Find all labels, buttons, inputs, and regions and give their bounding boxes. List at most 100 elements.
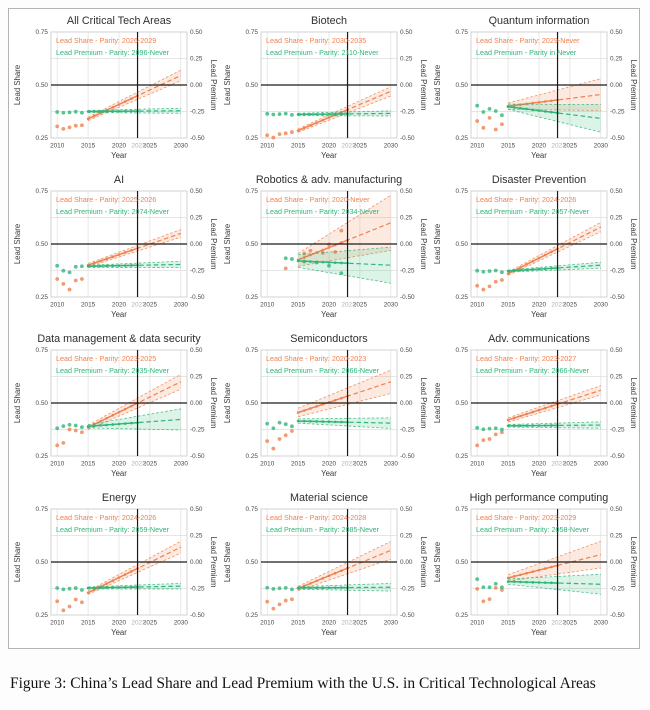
fit-marker — [117, 253, 121, 256]
y-tick-right: 0.00 — [190, 241, 203, 248]
y-tick-right: 0.50 — [610, 188, 623, 195]
y-tick-right: 0.25 — [400, 533, 413, 540]
scatter-point — [493, 581, 498, 586]
x-tick: 2020 — [322, 143, 337, 150]
scatter-point — [302, 259, 307, 264]
scatter-point — [500, 427, 504, 432]
fit-marker — [340, 112, 343, 116]
fit-marker — [296, 259, 300, 263]
x-tick: 2025 — [353, 143, 368, 150]
y-tick-right: -0.50 — [610, 135, 625, 142]
x-tick: 2030 — [384, 620, 399, 627]
fit-marker — [519, 266, 522, 269]
x-tick: 2030 — [384, 461, 399, 468]
y-tick-left: 0.50 — [456, 241, 469, 248]
x-tick: 2025 — [353, 461, 368, 468]
band-edge — [507, 394, 601, 423]
band-edge — [507, 231, 601, 276]
y-tick-left: 0.75 — [456, 29, 469, 36]
legend-premium: Lead Premium - Parity: 2059-Never — [56, 525, 170, 534]
panel-title: Material science — [290, 492, 368, 504]
x-tick: 2015 — [501, 461, 516, 468]
legend-share: Lead Share - Parity: 2025-2026 — [56, 195, 156, 204]
x-ref-tick: 2023 — [131, 620, 146, 627]
scatter-point — [80, 588, 84, 592]
y-tick-right: 0.25 — [610, 374, 623, 381]
y-tick-left: 0.75 — [36, 29, 49, 36]
y-tick-right: 0.25 — [400, 56, 413, 63]
scatter-point — [283, 422, 288, 427]
y-axis-title-left: Lead Share — [223, 65, 232, 105]
fit-marker — [525, 107, 528, 111]
scatter-point — [487, 106, 492, 111]
y-tick-right: -0.50 — [190, 612, 205, 619]
y-tick-left: 0.25 — [456, 453, 469, 460]
y-axis-title-left: Lead Share — [223, 542, 232, 582]
fit-marker — [531, 268, 535, 271]
band-edge — [508, 103, 601, 106]
scatter-point — [290, 424, 294, 429]
fit-marker — [333, 420, 337, 424]
y-tick-left: 0.25 — [36, 294, 49, 301]
x-tick: 2020 — [112, 620, 127, 627]
panel-title: All Critical Tech Areas — [67, 15, 172, 27]
x-ref-tick: 2023 — [131, 461, 146, 468]
scatter-point — [67, 427, 72, 432]
scatter-point — [55, 586, 60, 590]
scatter-point — [493, 585, 498, 590]
x-tick: 2010 — [260, 143, 275, 150]
fit-marker — [512, 106, 516, 109]
fit-marker — [86, 110, 90, 113]
scatter-point — [283, 598, 288, 603]
scatter-point — [265, 133, 270, 138]
scatter-point — [271, 426, 276, 431]
fit-marker — [111, 423, 115, 426]
scatter-point — [271, 135, 276, 140]
band-edge — [298, 246, 391, 255]
x-ref-tick: 2023 — [341, 620, 356, 627]
y-tick-left: 0.25 — [246, 135, 259, 142]
fit-marker — [537, 408, 541, 412]
x-tick: 2030 — [384, 143, 399, 150]
x-tick: 2015 — [291, 302, 306, 309]
fit-marker — [327, 574, 331, 578]
fit-marker — [531, 581, 535, 584]
fit-marker — [512, 424, 516, 428]
fit-marker — [117, 422, 121, 426]
fit-marker — [99, 259, 102, 263]
x-tick: 2020 — [322, 461, 337, 468]
fit-marker — [123, 264, 127, 267]
scatter-point — [493, 426, 498, 431]
y-axis-title-left: Lead Share — [223, 383, 232, 423]
fit-marker — [86, 591, 90, 595]
scatter-point — [481, 438, 486, 442]
y-tick-left: 0.75 — [36, 506, 49, 513]
y-tick-right: -0.50 — [190, 135, 205, 142]
y-tick-left: 0.50 — [246, 400, 259, 407]
fit-marker — [99, 264, 102, 268]
band-edge — [87, 552, 181, 595]
fit-marker — [340, 586, 343, 589]
fit-marker — [531, 108, 535, 112]
scatter-point — [61, 440, 66, 445]
y-tick-right: 0.25 — [610, 533, 623, 540]
scatter-point — [67, 287, 72, 292]
y-tick-right: 0.50 — [610, 347, 623, 354]
fit-marker — [321, 403, 325, 406]
scatter-point — [55, 599, 60, 604]
fit-marker — [105, 423, 108, 427]
band-edge — [88, 583, 181, 588]
scatter-point — [327, 263, 331, 268]
scatter-point — [283, 266, 288, 271]
scatter-point — [73, 597, 78, 602]
x-tick: 2025 — [563, 143, 578, 150]
x-axis-title: Year — [111, 151, 127, 160]
scatter-point — [277, 132, 282, 137]
y-tick-right: 0.50 — [190, 29, 203, 36]
x-ref-tick: 2023 — [551, 143, 566, 150]
fit-marker — [105, 586, 108, 589]
fit-marker — [92, 261, 96, 265]
fit-marker — [333, 571, 337, 575]
panel-title: Biotech — [311, 15, 347, 27]
band-edge — [508, 421, 601, 425]
